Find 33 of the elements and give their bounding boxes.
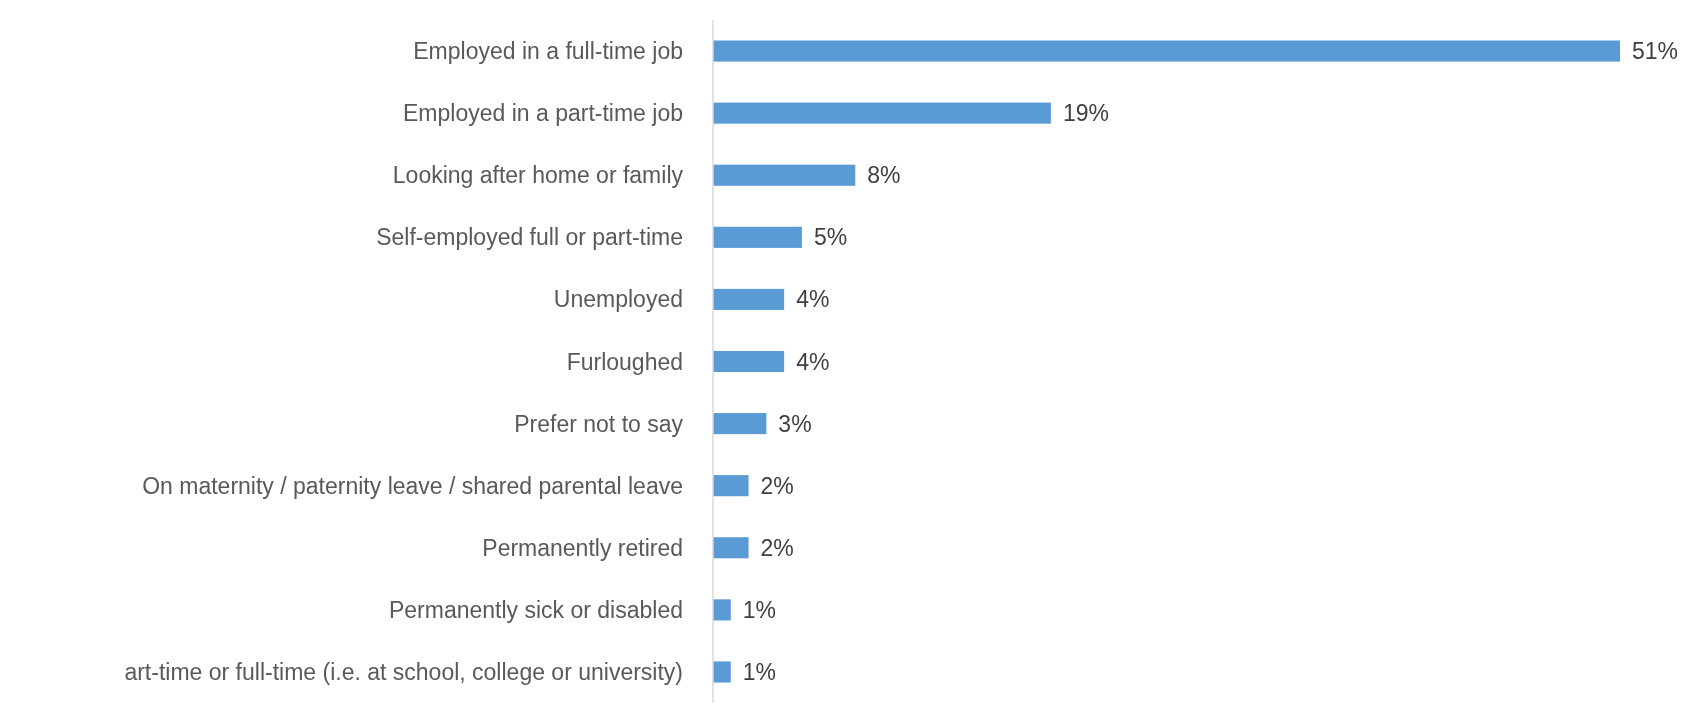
y-tick-label: art-time or full-time (i.e. at school, college or university) xyxy=(124,659,683,685)
bar xyxy=(713,599,731,621)
y-tick-label: Looking after home or family xyxy=(392,162,684,189)
bar xyxy=(713,475,749,497)
bar xyxy=(713,226,802,248)
bar xyxy=(713,661,731,683)
bar xyxy=(713,537,749,559)
y-tick-label: Prefer not to say xyxy=(514,410,684,437)
data-label: 3% xyxy=(778,410,812,437)
y-tick-label: Employed in a full-time job xyxy=(413,38,683,65)
bar xyxy=(713,102,1051,124)
data-label: 2% xyxy=(760,534,794,561)
y-tick-label: Employed in a part-time job xyxy=(403,100,683,127)
data-label: 1% xyxy=(742,659,777,685)
data-label: 1% xyxy=(742,596,777,623)
y-tick-label: Furloughed xyxy=(566,348,683,375)
data-label: 2% xyxy=(760,472,794,499)
data-label: 5% xyxy=(813,224,848,251)
y-tick-label: Permanently retired xyxy=(482,534,683,561)
bar xyxy=(713,164,856,186)
y-tick-label: Unemployed xyxy=(553,286,683,313)
data-label: 51% xyxy=(1632,38,1679,65)
bar xyxy=(713,288,785,310)
data-label: 8% xyxy=(867,162,901,189)
y-tick-label: On maternity / paternity leave / shared parental leave xyxy=(142,472,683,499)
bar xyxy=(713,40,1620,62)
data-label: 4% xyxy=(796,286,830,313)
bar xyxy=(713,350,785,373)
y-tick-label: Self-employed full or part-time xyxy=(376,224,683,251)
data-label: 19% xyxy=(1062,100,1109,127)
bar xyxy=(713,413,767,435)
data-label: 4% xyxy=(796,348,830,375)
y-tick-label: Permanently sick or disabled xyxy=(388,596,683,623)
